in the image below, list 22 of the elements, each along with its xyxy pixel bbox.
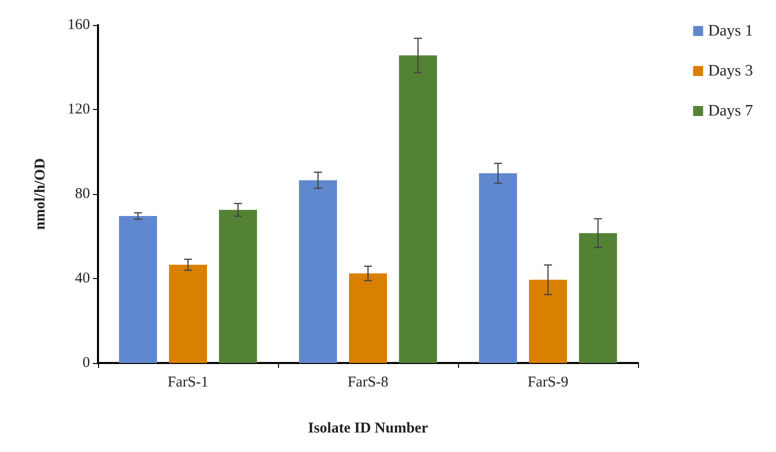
- legend-label: Days 7: [708, 102, 754, 120]
- bar: [579, 233, 617, 363]
- x-tick-label: FarS-8: [348, 374, 388, 390]
- x-tick-label: FarS-9: [528, 374, 568, 390]
- bar: [299, 180, 337, 363]
- bar: [529, 280, 567, 363]
- bar: [399, 55, 437, 363]
- y-tick-label: 160: [68, 17, 90, 33]
- bar: [219, 210, 257, 363]
- legend-label: Days 1: [708, 22, 754, 40]
- y-tick-label: 40: [75, 270, 90, 286]
- bar: [169, 264, 207, 363]
- legend-label: Days 3: [708, 62, 754, 80]
- x-axis-title: Isolate ID Number: [308, 420, 428, 436]
- x-tick-label: FarS-1: [168, 374, 208, 390]
- y-tick-label: 0: [82, 355, 90, 371]
- bar: [349, 273, 387, 363]
- y-tick-label: 80: [75, 186, 90, 202]
- y-tick-label: 120: [68, 102, 90, 118]
- bar: [479, 173, 517, 363]
- y-axis-title: nmol/h/OD: [32, 158, 48, 230]
- bar: [119, 216, 157, 363]
